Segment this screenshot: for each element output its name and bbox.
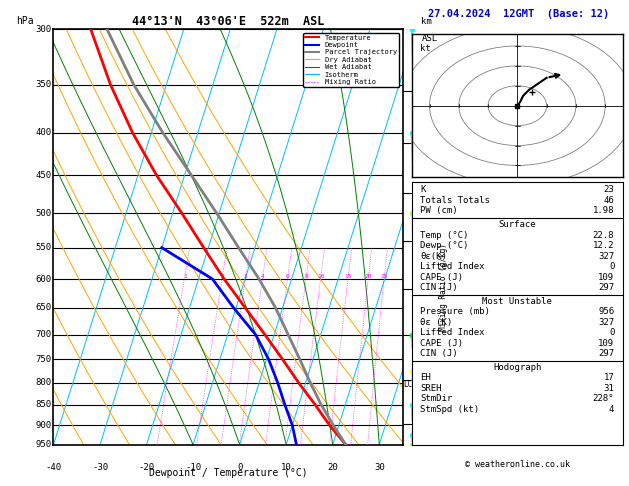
Text: Dewpoint / Temperature (°C): Dewpoint / Temperature (°C) xyxy=(148,469,308,478)
Text: -40: -40 xyxy=(45,463,62,472)
Text: 1.98: 1.98 xyxy=(593,207,615,215)
Title: 44°13'N  43°06'E  522m  ASL: 44°13'N 43°06'E 522m ASL xyxy=(132,15,324,28)
Text: 300: 300 xyxy=(36,25,52,34)
Text: 12.2: 12.2 xyxy=(593,241,615,250)
Text: 327: 327 xyxy=(598,318,615,327)
Text: 31: 31 xyxy=(604,384,615,393)
Text: 6: 6 xyxy=(286,274,290,278)
Text: 23: 23 xyxy=(604,185,615,194)
Text: 17: 17 xyxy=(604,373,615,382)
Text: km: km xyxy=(421,17,432,26)
Text: 600: 600 xyxy=(36,275,52,283)
Text: θε(K): θε(K) xyxy=(420,252,447,260)
Text: Most Unstable: Most Unstable xyxy=(482,296,552,306)
Text: 750: 750 xyxy=(36,355,52,364)
Text: 350: 350 xyxy=(36,80,52,89)
Text: 46: 46 xyxy=(604,196,615,205)
Text: 4: 4 xyxy=(420,284,424,293)
Text: 0: 0 xyxy=(609,328,615,337)
Text: CAPE (J): CAPE (J) xyxy=(420,273,464,281)
Text: Dewp (°C): Dewp (°C) xyxy=(420,241,469,250)
Text: ASL: ASL xyxy=(421,35,438,43)
Text: Pressure (mb): Pressure (mb) xyxy=(420,307,490,316)
Text: Mixing Ratio (g/kg): Mixing Ratio (g/kg) xyxy=(439,243,448,331)
Text: LCL: LCL xyxy=(403,381,417,389)
Text: CIN (J): CIN (J) xyxy=(420,283,458,292)
Text: K: K xyxy=(420,185,426,194)
Text: hPa: hPa xyxy=(16,17,33,26)
Text: 30: 30 xyxy=(374,463,385,472)
Text: 650: 650 xyxy=(36,303,52,312)
Text: Totals Totals: Totals Totals xyxy=(420,196,490,205)
Text: 109: 109 xyxy=(598,273,615,281)
Text: StmDir: StmDir xyxy=(420,394,453,403)
Text: 228°: 228° xyxy=(593,394,615,403)
Text: CAPE (J): CAPE (J) xyxy=(420,339,464,347)
Text: 700: 700 xyxy=(36,330,52,339)
Text: PW (cm): PW (cm) xyxy=(420,207,458,215)
Text: 0: 0 xyxy=(609,262,615,271)
Text: 1: 1 xyxy=(420,420,424,429)
Text: 15: 15 xyxy=(345,274,352,278)
Text: Surface: Surface xyxy=(499,220,536,229)
Text: 2: 2 xyxy=(420,376,424,385)
Text: θε (K): θε (K) xyxy=(420,318,453,327)
Text: 0: 0 xyxy=(237,463,242,472)
Text: 2: 2 xyxy=(221,274,225,278)
Text: 20: 20 xyxy=(365,274,372,278)
Text: StmSpd (kt): StmSpd (kt) xyxy=(420,405,479,414)
Text: -20: -20 xyxy=(138,463,155,472)
Text: 25: 25 xyxy=(381,274,388,278)
Text: -10: -10 xyxy=(185,463,201,472)
Text: 5: 5 xyxy=(420,237,424,245)
Text: 10: 10 xyxy=(281,463,292,472)
Text: Hodograph: Hodograph xyxy=(493,363,542,372)
Text: 550: 550 xyxy=(36,243,52,252)
Text: 10: 10 xyxy=(317,274,325,278)
Text: 327: 327 xyxy=(598,252,615,260)
Text: kt: kt xyxy=(420,44,431,53)
Text: 8: 8 xyxy=(420,87,424,95)
Text: 8: 8 xyxy=(304,274,308,278)
Text: 4: 4 xyxy=(609,405,615,414)
Legend: Temperature, Dewpoint, Parcel Trajectory, Dry Adiabat, Wet Adiabat, Isotherm, Mi: Temperature, Dewpoint, Parcel Trajectory… xyxy=(303,33,399,87)
Text: 4: 4 xyxy=(261,274,265,278)
Text: CIN (J): CIN (J) xyxy=(420,349,458,358)
Text: 109: 109 xyxy=(598,339,615,347)
Text: © weatheronline.co.uk: © weatheronline.co.uk xyxy=(465,460,569,469)
Text: 22.8: 22.8 xyxy=(593,230,615,240)
Text: 950: 950 xyxy=(36,440,52,449)
Text: 3: 3 xyxy=(420,330,424,340)
Text: Lifted Index: Lifted Index xyxy=(420,328,485,337)
Text: Lifted Index: Lifted Index xyxy=(420,262,485,271)
Text: 27.04.2024  12GMT  (Base: 12): 27.04.2024 12GMT (Base: 12) xyxy=(428,9,610,19)
Text: 850: 850 xyxy=(36,400,52,409)
Text: 297: 297 xyxy=(598,349,615,358)
Text: 400: 400 xyxy=(36,128,52,138)
Text: 900: 900 xyxy=(36,421,52,430)
Text: 800: 800 xyxy=(36,378,52,387)
Text: 6: 6 xyxy=(420,188,424,197)
Text: Temp (°C): Temp (°C) xyxy=(420,230,469,240)
Text: EH: EH xyxy=(420,373,431,382)
Text: 20: 20 xyxy=(327,463,338,472)
Text: -30: -30 xyxy=(92,463,108,472)
Text: 7: 7 xyxy=(420,138,424,147)
Text: 500: 500 xyxy=(36,209,52,218)
Text: 450: 450 xyxy=(36,171,52,180)
Text: SREH: SREH xyxy=(420,384,442,393)
Text: 3: 3 xyxy=(244,274,248,278)
Text: 297: 297 xyxy=(598,283,615,292)
Text: 1: 1 xyxy=(183,274,187,278)
Text: 956: 956 xyxy=(598,307,615,316)
